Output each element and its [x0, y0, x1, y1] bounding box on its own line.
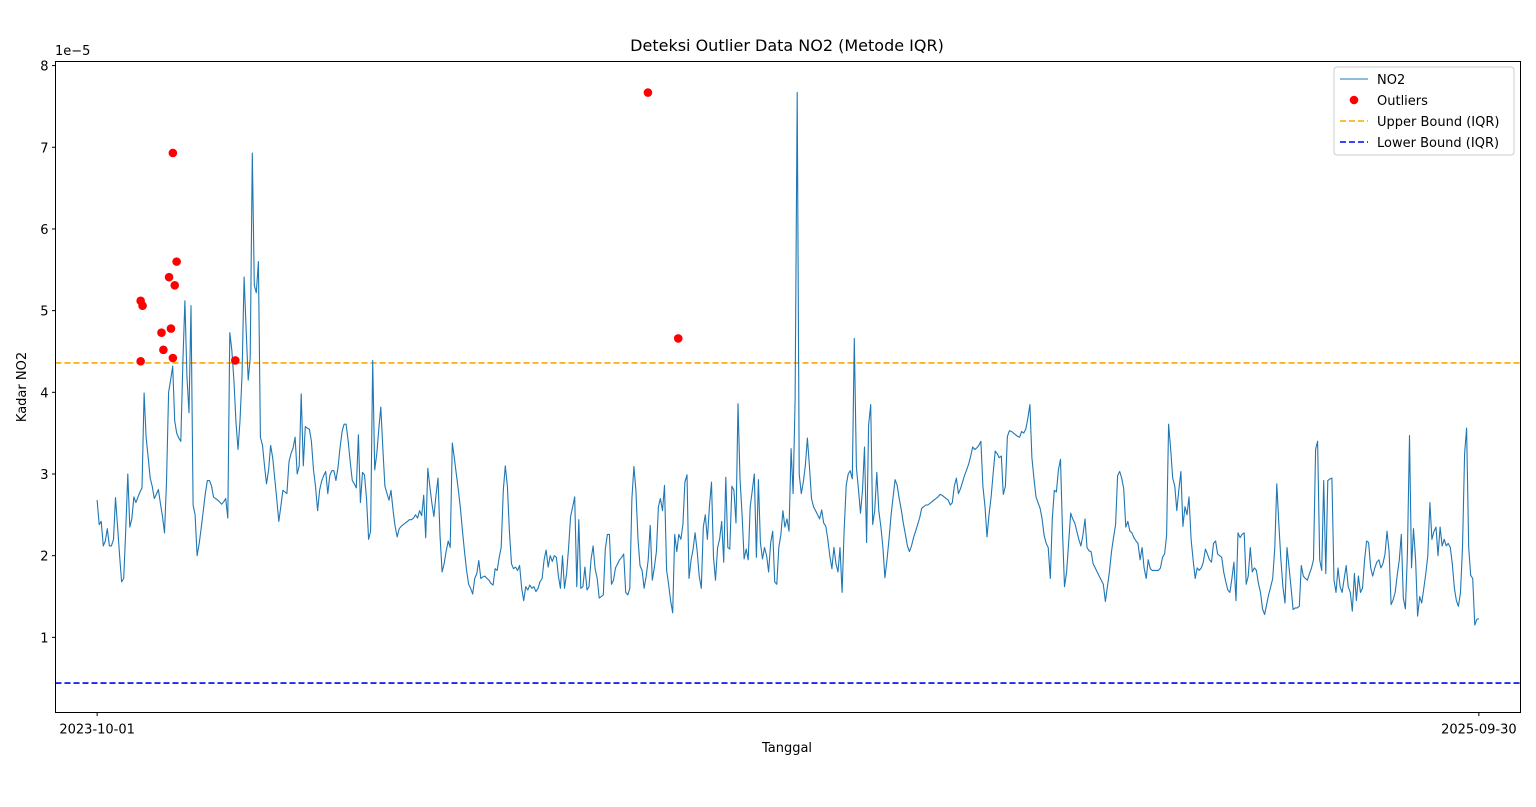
- x-tick-label: 2025-09-30: [1441, 723, 1517, 738]
- legend-no2-label: NO2: [1377, 73, 1405, 88]
- outlier-point: [231, 356, 240, 365]
- outlier-point: [673, 334, 683, 343]
- y-tick-label: 8: [40, 60, 48, 75]
- legend-outliers-label: Outliers: [1377, 94, 1428, 109]
- y-tick-label: 3: [40, 468, 48, 483]
- y-tick-label: 2: [40, 550, 48, 565]
- outlier-point: [168, 353, 178, 363]
- outlier-point: [172, 257, 181, 266]
- y-tick-label: 7: [40, 141, 48, 156]
- legend-box: [1333, 66, 1515, 156]
- outlier-point: [159, 345, 168, 355]
- legend: NO2 Outliers Upper Bound (IQR) Lower Bound …: [1333, 66, 1515, 156]
- outlier-point: [157, 328, 166, 337]
- outlier-point: [136, 356, 145, 366]
- bounds-layer: [55, 362, 1521, 684]
- legend-lower-bound-label: Lower Bound (IQR): [1377, 136, 1499, 151]
- y-tick-label: 4: [40, 386, 48, 401]
- chart-title: Deteksi Outlier Data NO2 (Metode IQR): [630, 36, 944, 55]
- outlier-point: [164, 272, 174, 282]
- y-axis-label: Kadar NO2: [15, 352, 30, 422]
- series-layer: [96, 91, 1480, 626]
- y-axis-offset-label: 1e−5: [55, 44, 90, 59]
- no2-series-line: [96, 91, 1480, 626]
- plot-frame: [55, 61, 1521, 713]
- y-tick-label: 6: [40, 223, 48, 238]
- legend-outliers-swatch: [1349, 95, 1359, 105]
- outlier-point: [166, 324, 176, 333]
- outlier-point: [170, 281, 180, 290]
- y-tick-label: 1: [40, 631, 48, 646]
- tick-layer: 1 2 3 4 5 6 7 8 2023-10-01 2025-09-30: [40, 60, 1516, 738]
- legend-upper-bound-label: Upper Bound (IQR): [1377, 115, 1499, 130]
- x-tick-label: 2023-10-01: [59, 723, 135, 738]
- outlier-layer: [136, 88, 683, 366]
- outlier-point: [168, 148, 178, 158]
- x-axis-label: Tanggal: [761, 741, 812, 756]
- outlier-point: [138, 301, 147, 311]
- outlier-point: [643, 88, 653, 97]
- y-tick-label: 5: [40, 305, 48, 320]
